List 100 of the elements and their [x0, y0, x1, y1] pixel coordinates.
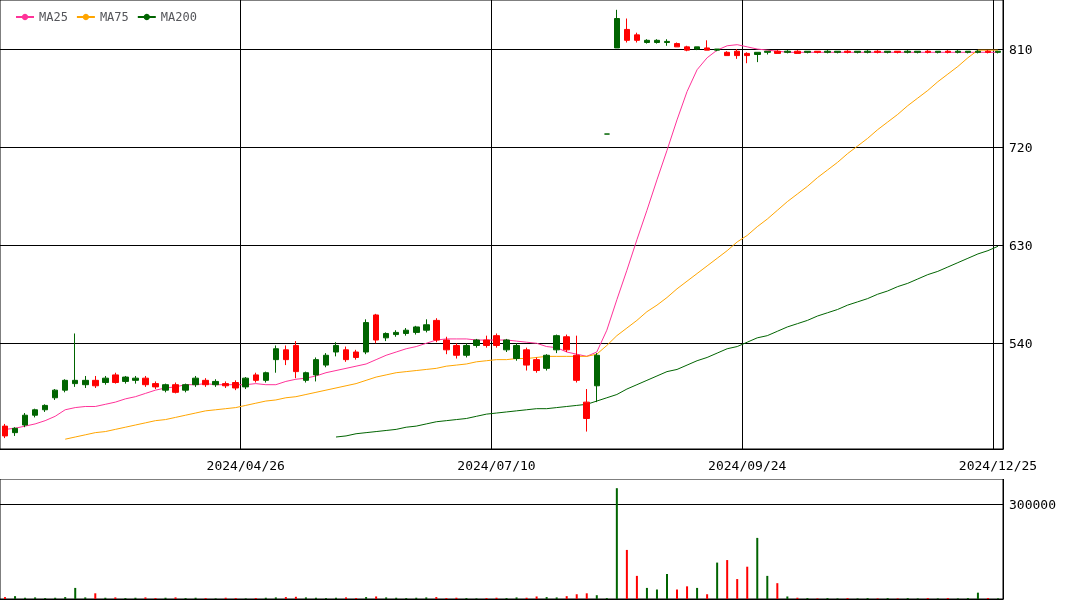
candlestick: [764, 50, 771, 55]
candlestick: [945, 49, 951, 54]
candlestick: [664, 38, 670, 47]
bar: [585, 593, 588, 599]
bar: [706, 594, 709, 599]
candlestick: [383, 331, 389, 342]
candlestick: [694, 46, 700, 51]
bar: [535, 596, 538, 599]
candlestick: [42, 403, 48, 413]
candlestick: [834, 50, 841, 54]
y-tick-label: 540: [1009, 335, 1033, 351]
candlestick: [433, 317, 440, 343]
bar: [786, 596, 789, 599]
bar: [746, 566, 749, 599]
candlestick: [343, 346, 349, 363]
line-series: [335, 245, 999, 438]
candlestick: [503, 338, 510, 353]
candlestick: [624, 18, 630, 43]
candlestick: [995, 50, 1001, 54]
legend-label: MA75: [99, 10, 129, 24]
candlestick: [222, 380, 229, 389]
candlestick: [533, 356, 540, 374]
bar: [615, 488, 618, 599]
candlestick: [794, 49, 801, 54]
bar: [645, 587, 648, 599]
bar: [726, 560, 729, 599]
candlestick: [583, 388, 590, 433]
candlestick: [714, 48, 720, 52]
candlestick: [914, 50, 921, 54]
candlestick: [253, 372, 259, 384]
candlestick: [162, 383, 169, 393]
candlestick: [614, 9, 620, 49]
candlestick: [232, 379, 239, 391]
candlestick: [935, 50, 941, 54]
candlestick: [563, 334, 570, 353]
bar: [766, 575, 769, 599]
x-tick-label: 2024/07/10: [457, 458, 536, 473]
y-tick-label: 630: [1009, 237, 1033, 253]
x-tick-label: 2024/04/26: [206, 458, 285, 473]
candlestick: [513, 342, 520, 362]
candlestick: [955, 49, 961, 54]
bar: [595, 595, 598, 599]
bar: [294, 596, 297, 599]
candlestick: [654, 38, 660, 45]
bar: [575, 594, 578, 599]
candlestick: [403, 327, 409, 337]
candlestick: [594, 352, 600, 403]
candlestick: [152, 380, 159, 390]
candlestick: [483, 335, 490, 349]
candlestick: [413, 325, 420, 336]
candlestick: [453, 342, 460, 360]
candlestick: [975, 49, 981, 54]
candlestick: [854, 50, 861, 54]
legend-label: MA25: [39, 10, 68, 24]
candlestick: [192, 375, 199, 388]
bar: [776, 583, 779, 599]
bar: [736, 579, 739, 599]
candlestick: [242, 376, 249, 390]
candlestick: [92, 375, 99, 389]
candlestick: [774, 49, 781, 54]
candlestick: [985, 49, 991, 54]
candlestick: [12, 426, 18, 437]
candlestick: [523, 347, 530, 372]
bar: [696, 587, 699, 599]
candlestick: [814, 50, 821, 54]
candlestick: [644, 38, 650, 45]
candlestick: [182, 383, 189, 393]
bar: [14, 596, 17, 599]
candlestick: [443, 336, 450, 355]
candlestick: [22, 412, 28, 428]
candlestick: [553, 334, 560, 354]
candlestick: [744, 51, 750, 64]
candlestick: [804, 50, 811, 54]
candlestick: [323, 352, 329, 368]
y-tick-label: 720: [1009, 139, 1033, 155]
candlestick: [874, 49, 881, 54]
candlestick: [634, 32, 640, 43]
bar: [756, 537, 759, 599]
candlestick: [704, 39, 710, 51]
candlestick: [112, 372, 119, 385]
bar: [976, 592, 979, 599]
candlestick: [684, 45, 690, 52]
candlestick: [754, 51, 761, 63]
candlestick: [543, 353, 550, 372]
candlestick: [293, 340, 299, 379]
candlestick: [122, 375, 129, 385]
candlestick: [363, 318, 369, 355]
bar: [676, 589, 679, 599]
candlestick: [313, 356, 319, 382]
candlestick: [824, 49, 831, 54]
bar: [625, 549, 628, 599]
candlestick: [172, 382, 179, 394]
candlestick: [273, 344, 279, 374]
candlestick: [52, 388, 58, 401]
candlestick: [102, 375, 109, 386]
candlestick: [333, 341, 339, 357]
bar: [94, 593, 97, 599]
bar: [686, 586, 689, 599]
candlestick: [423, 318, 430, 333]
bar: [666, 573, 668, 599]
